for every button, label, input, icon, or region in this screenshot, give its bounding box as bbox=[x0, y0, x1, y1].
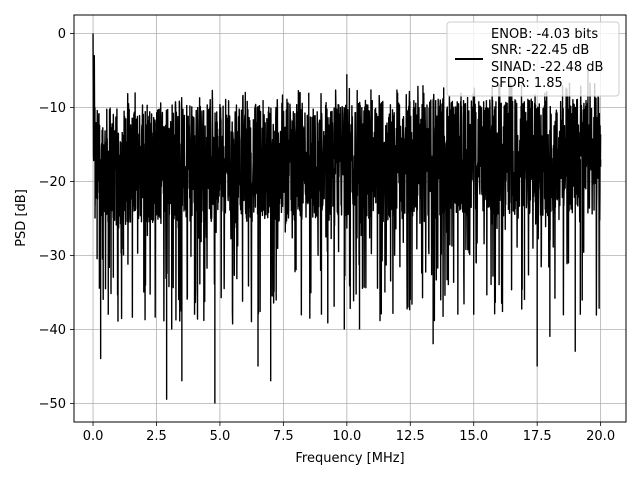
x-tick-label: 10.0 bbox=[332, 429, 361, 444]
y-tick-label: −50 bbox=[39, 397, 66, 412]
legend-entry-sinad: SINAD: -22.48 dB bbox=[491, 60, 603, 75]
legend-entry-enob: ENOB: -4.03 bits bbox=[491, 27, 598, 42]
plot-area bbox=[92, 33, 602, 404]
legend-box bbox=[446, 21, 620, 97]
legend-entry-snr: SNR: -22.45 dB bbox=[491, 43, 589, 58]
x-tick-label: 20.0 bbox=[586, 429, 615, 444]
x-tick-label: 17.5 bbox=[523, 429, 552, 444]
y-tick-label: −20 bbox=[39, 175, 66, 190]
x-tick-label: 15.0 bbox=[459, 429, 488, 444]
y-tick-label: −10 bbox=[39, 101, 66, 116]
legend-entry-sfdr: SFDR: 1.85 bbox=[491, 76, 563, 91]
psd-series-line bbox=[92, 33, 602, 404]
y-tick-label: −30 bbox=[39, 249, 66, 264]
x-axis-label: Frequency [MHz] bbox=[295, 451, 404, 466]
x-tick-label: 5.0 bbox=[210, 429, 231, 444]
y-axis-label: PSD [dB] bbox=[14, 189, 29, 247]
x-tick-label: 12.5 bbox=[396, 429, 425, 444]
x-tick-label: 2.5 bbox=[146, 429, 167, 444]
x-tick-label: 7.5 bbox=[273, 429, 294, 444]
legend: ENOB: -4.03 bits SNR: -22.45 dB SINAD: -… bbox=[446, 21, 620, 97]
axes-frame bbox=[73, 14, 627, 423]
y-tick-label: −40 bbox=[39, 323, 66, 338]
y-tick-label: 0 bbox=[58, 27, 66, 42]
x-tick-label: 0.0 bbox=[83, 429, 104, 444]
axis-ticks: 0.0 2.5 5.0 7.5 10.0 12.5 15.0 17.5 20.0 0 −10 −20 −… bbox=[39, 27, 616, 444]
